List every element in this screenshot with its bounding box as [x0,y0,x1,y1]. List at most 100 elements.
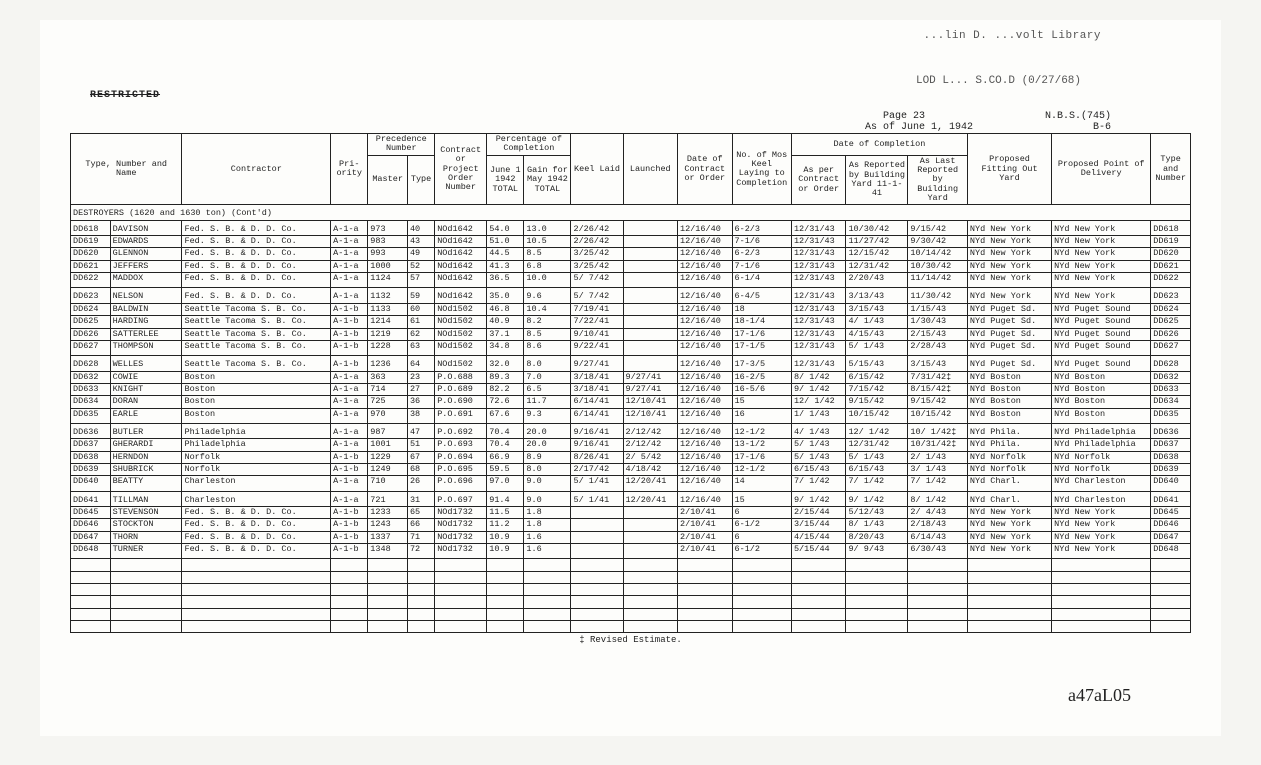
cell: 60 [407,303,434,315]
cell: 1000 [368,260,408,272]
cell: A-1-b [331,519,368,531]
cell: 17-1/5 [732,340,791,355]
cell: THOMPSON [110,340,182,355]
cell: Philadelphia [182,439,331,451]
cell: 2/26/42 [571,236,623,248]
cell: 3/25/42 [571,248,623,260]
restricted-label: RESTRICTED [90,90,1191,101]
cell: 363 [368,371,408,383]
cell: 2/15/43 [908,328,968,340]
cell: A-1-b [331,463,368,475]
cell: 57 [407,273,434,288]
cell: EDWARDS [110,236,182,248]
cell: 59 [407,288,434,303]
cell [623,236,678,248]
cell: 1124 [368,273,408,288]
cell: 12/31/43 [791,220,846,235]
cell: 6-1/2 [732,519,791,531]
cell: 1219 [368,328,408,340]
cell: NYd New York [967,288,1051,303]
cell: NYd Charl. [967,491,1051,506]
cell: 3/15/44 [791,519,846,531]
hdr-pct-gain: Gain for May 1942 TOTAL [524,155,571,205]
cell: DD633 [71,383,111,395]
cell: 27 [407,383,434,395]
cell: 12/31/43 [791,316,846,328]
cell: NYd Puget Sd. [967,356,1051,371]
table-row-blank [71,608,1191,620]
cell: 10/15/42 [908,408,968,423]
cell: 993 [368,248,408,260]
cell: 16-5/6 [732,383,791,395]
cell: NYd Norfolk [1052,451,1151,463]
cell: NOd1732 [435,506,487,518]
cell: 1001 [368,439,408,451]
cell: 5/ 1/43 [791,439,846,451]
cell: 5/ 1/43 [791,451,846,463]
cell: 2/26/42 [571,220,623,235]
cell: NYd New York [967,506,1051,518]
cell [571,544,623,559]
cell: 7/22/41 [571,316,623,328]
cell: NYd Philadelphia [1052,439,1151,451]
cell: 5/15/44 [791,544,846,559]
cell: NYd New York [1052,236,1151,248]
cell: 66.9 [487,451,524,463]
cell: DD638 [1151,451,1191,463]
cell: NYd Boston [967,383,1051,395]
cell: 10/30/42 [846,220,908,235]
cell: 12/16/40 [678,356,733,371]
cell: 8.6 [524,340,571,355]
cell: 1/ 1/43 [791,408,846,423]
cell: 6-1/2 [732,544,791,559]
cell: 35.0 [487,288,524,303]
cell: 6/15/43 [791,463,846,475]
cell: 44.5 [487,248,524,260]
cell: 9/10/41 [571,328,623,340]
hdr-master: Master [368,155,408,205]
cell [623,531,678,543]
table-row-blank [71,584,1191,596]
cell: 62 [407,328,434,340]
cell: 12/31/43 [791,340,846,355]
cell: 12/16/40 [678,463,733,475]
cell: DD636 [71,423,111,438]
cell: 9/ 1/42 [846,491,908,506]
cell: NYd Norfolk [967,463,1051,475]
cell: STEVENSON [110,506,182,518]
hdr-tn: Type and Number [1151,134,1191,205]
cell: 1229 [368,451,408,463]
cell: Fed. S. B. & D. D. Co. [182,544,331,559]
table-row: DD620GLENNONFed. S. B. & D. D. Co.A-1-a9… [71,248,1191,260]
cell: 5/15/43 [846,356,908,371]
hdr-type: Type [407,155,434,205]
cell: Fed. S. B. & D. D. Co. [182,273,331,288]
cell: 6.5 [524,383,571,395]
cell: 1/30/43 [908,316,968,328]
cell: 9/22/41 [571,340,623,355]
hdr-launched: Launched [623,134,678,205]
cell [571,531,623,543]
cell: 12/16/40 [678,260,733,272]
cell: DD648 [1151,544,1191,559]
cell: Fed. S. B. & D. D. Co. [182,288,331,303]
cell: NYd New York [1052,288,1151,303]
table-row: DD619EDWARDSFed. S. B. & D. D. Co.A-1-a9… [71,236,1191,248]
table-row: DD626SATTERLEESeattle Tacoma S. B. Co.A-… [71,328,1191,340]
cell: NYd Norfolk [1052,463,1151,475]
cell: WELLES [110,356,182,371]
cell: DD640 [71,476,111,491]
cell: 1.8 [524,519,571,531]
cell: 31 [407,491,434,506]
cell: P.O.696 [435,476,487,491]
cell: 8.0 [524,356,571,371]
cell: 43 [407,236,434,248]
cell: DD628 [71,356,111,371]
cell: 2/15/44 [791,506,846,518]
cell: 12/ 1/42 [846,423,908,438]
cell: 12/31/43 [791,236,846,248]
cell: 10/ 1/42‡ [908,423,968,438]
cell: DD619 [71,236,111,248]
cell: 17-1/6 [732,328,791,340]
cell: DD632 [71,371,111,383]
